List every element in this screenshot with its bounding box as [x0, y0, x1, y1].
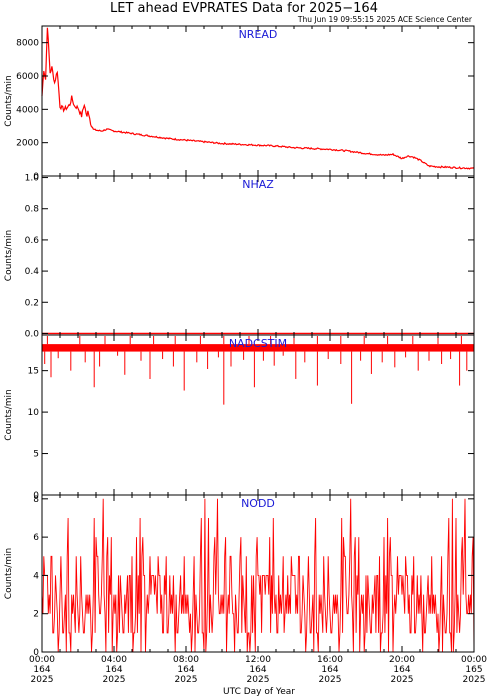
y-tick-label: 4000 [16, 105, 39, 115]
y-tick-label: 10 [28, 408, 40, 418]
y-tick-label: 6000 [16, 72, 39, 82]
panel-frame [41, 25, 475, 177]
x-tick-time: 00:00 [29, 655, 55, 665]
x-tick-time: 00:00 [461, 655, 487, 665]
x-tick-day: 164 [33, 665, 50, 675]
panels: 02000400060008000Counts/minNREAD0.00.20.… [4, 25, 475, 658]
y-tick-label: 0.6 [25, 236, 40, 246]
nread-line [41, 27, 475, 170]
y-tick-label: 1.0 [25, 174, 40, 184]
x-tick-year: 2025 [175, 675, 198, 685]
y-tick-label: 8000 [16, 39, 39, 49]
x-tick-day: 164 [249, 665, 266, 675]
x-tick-year: 2025 [103, 675, 126, 685]
y-axis-label: Counts/min [4, 75, 14, 126]
panel-label: NREAD [239, 28, 278, 41]
y-tick-label: 0 [33, 491, 39, 501]
x-tick-day: 164 [393, 665, 410, 675]
nodd-series [41, 498, 475, 653]
nread-series [41, 27, 475, 170]
x-tick-time: 20:00 [389, 655, 415, 665]
panel-frame [41, 175, 475, 336]
x-tick-time: 04:00 [101, 655, 127, 665]
x-tick-year: 2025 [247, 675, 270, 685]
x-axis: 00:00164202504:00164202508:00164202512:0… [29, 655, 487, 685]
y-tick-label: 0 [33, 648, 39, 658]
y-tick-label: 5 [33, 450, 39, 460]
x-tick-time: 12:00 [245, 655, 271, 665]
nadcstim-series [42, 336, 474, 405]
generated-timestamp: Thu Jun 19 09:55:15 2025 ACE Science Cen… [297, 15, 473, 24]
y-tick-label: 0 [33, 172, 39, 182]
x-tick-day: 164 [105, 665, 122, 675]
y-axis-label: Counts/min [4, 230, 14, 281]
y-tick-label: 4 [33, 571, 39, 581]
y-axis-label: Counts/min [4, 548, 14, 599]
y-tick-label: 2 [33, 610, 39, 620]
chart-title: LET ahead EVPRATES Data for 2025−164 [110, 1, 378, 16]
y-axis-label: Counts/min [4, 389, 14, 440]
panel-nhaz: 0.0 0.2 0.4 0.6 0.8 1.0 Counts/min NHAZ [4, 174, 475, 339]
x-axis-label: UTC Day of Year [223, 687, 295, 697]
y-tick-label: 0.8 [25, 205, 40, 215]
panel-label: NODD [241, 497, 275, 510]
panel-nodd: 0 2 4 6 8 Counts/min NODD [4, 494, 475, 658]
x-tick-day: 165 [465, 665, 482, 675]
y-tick-label: 2000 [16, 139, 39, 149]
y-tick-label: 0.2 [25, 298, 39, 308]
y-tick-label: 0.4 [25, 267, 40, 277]
x-tick-year: 2025 [319, 675, 342, 685]
x-tick-time: 08:00 [173, 655, 199, 665]
y-tick-label: 6 [33, 533, 39, 543]
x-tick-year: 2025 [31, 675, 54, 685]
panel-label: NHAZ [242, 178, 274, 191]
y-tick-label: 8 [33, 495, 39, 505]
x-tick-year: 2025 [463, 675, 486, 685]
panel-nadcstim: 0 5 10 15 Counts/min NADCSTIM [4, 334, 475, 501]
x-tick-time: 16:00 [317, 655, 343, 665]
panel-label: NADCSTIM [229, 337, 287, 350]
panel-frame [41, 334, 475, 496]
x-tick-day: 164 [321, 665, 338, 675]
nadcstim-band [42, 344, 474, 352]
x-tick-year: 2025 [391, 675, 414, 685]
panel-nread: 0 2000 4000 6000 8000 Counts/min NREAD [4, 25, 475, 182]
y-tick-label: 0.0 [25, 329, 40, 339]
x-tick-day: 164 [177, 665, 194, 675]
nodd-line [41, 498, 475, 653]
y-tick-label: 15 [28, 367, 39, 377]
